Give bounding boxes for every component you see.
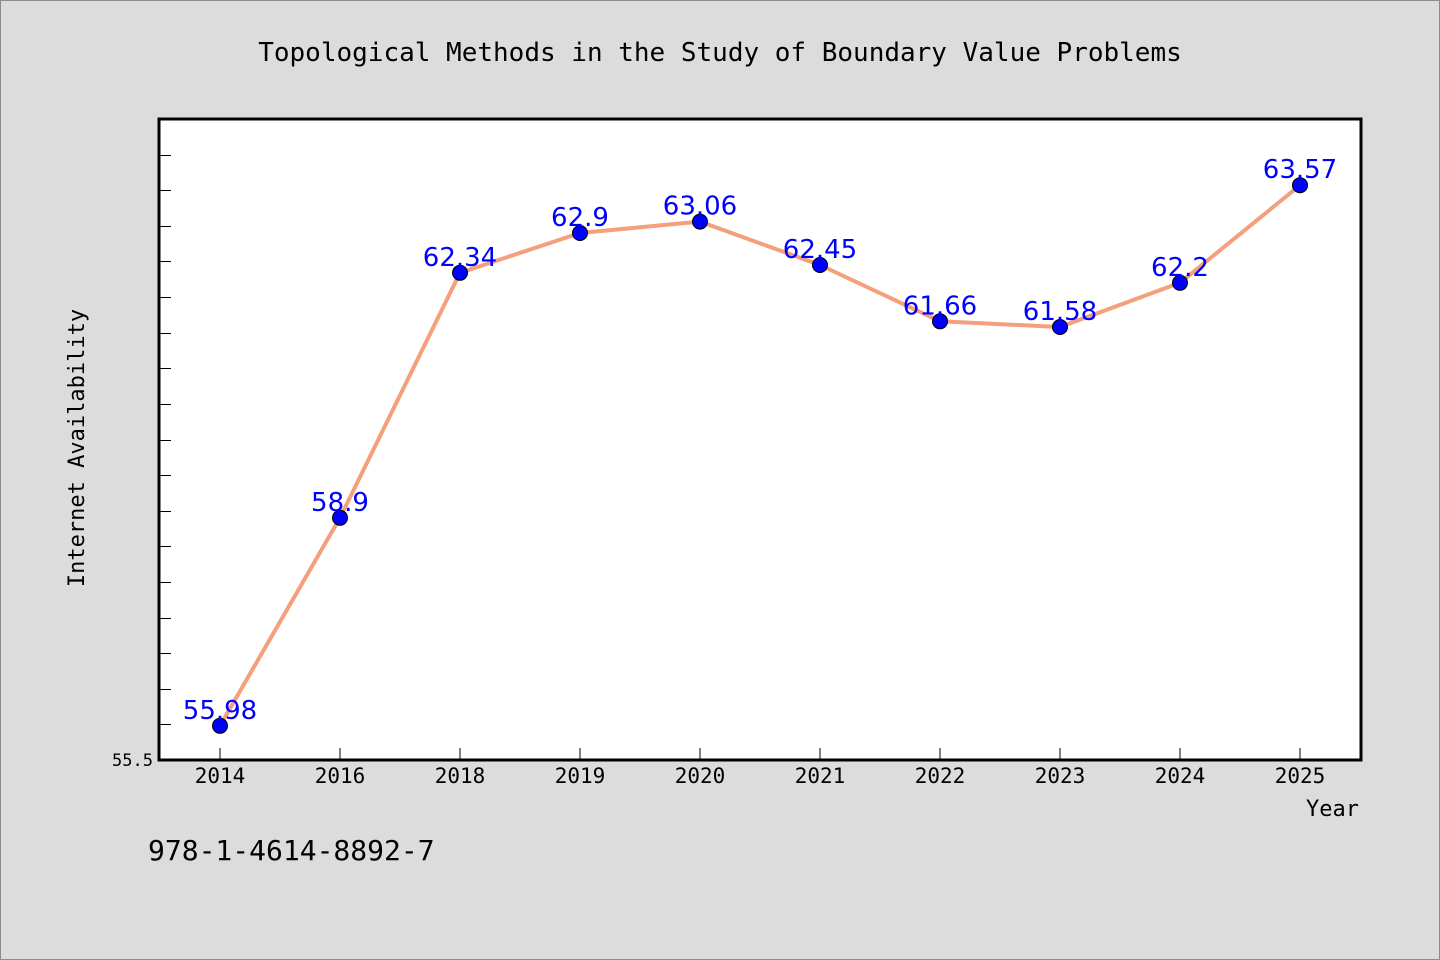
data-point [932, 313, 948, 330]
y-axis-ticks [159, 155, 171, 725]
data-label: 58.9 [311, 488, 369, 518]
isbn-text: 978-1-4614-8892-7 [148, 834, 435, 867]
y-axis-label: Internet Availability [65, 309, 90, 587]
data-point [332, 509, 348, 526]
x-tick-label: 2018 [435, 764, 486, 788]
data-label: 62.2 [1151, 253, 1209, 283]
data-point [692, 213, 708, 230]
data-point [572, 225, 588, 241]
data-label: 62.9 [551, 203, 609, 233]
data-label: 63.57 [1263, 155, 1337, 185]
x-axis-ticks [219, 748, 1301, 760]
data-point [1172, 274, 1188, 291]
series-markers [212, 177, 1308, 734]
data-point [1052, 319, 1068, 335]
data-label: 61.58 [1023, 297, 1097, 327]
data-label: 62.45 [783, 235, 857, 265]
data-point [212, 717, 228, 734]
x-tick-label: 2025 [1275, 764, 1326, 788]
x-axis-tick-labels: 2014 2016 2018 2019 2020 2021 2022 2023 2024 2025 [195, 764, 1326, 788]
x-tick-label: 2021 [795, 764, 846, 788]
x-tick-label: 2024 [1155, 764, 1206, 788]
chart-title: Topological Methods in the Study of Boun… [258, 38, 1182, 68]
data-point [1292, 177, 1308, 194]
x-tick-label: 2019 [555, 764, 606, 788]
data-point [812, 257, 828, 273]
x-tick-label: 2022 [915, 764, 966, 788]
data-label: 62.34 [423, 243, 497, 273]
data-label: 55.98 [183, 696, 257, 726]
y-tick-label: 55.5 [112, 751, 153, 771]
data-point [452, 264, 468, 281]
series-line [218, 183, 1302, 728]
plot-area [157, 117, 1363, 762]
x-tick-label: 2014 [195, 764, 246, 788]
data-label: 61.66 [903, 291, 977, 321]
data-labels: 55.98 58.9 62.34 62.9 63.06 62.45 61.66 61.58 62… [183, 155, 1337, 726]
x-axis-label: Year [1306, 797, 1359, 822]
x-tick-label: 2023 [1035, 764, 1086, 788]
x-tick-label: 2016 [315, 764, 366, 788]
data-label: 63.06 [663, 192, 737, 222]
x-tick-label: 2020 [675, 764, 726, 788]
